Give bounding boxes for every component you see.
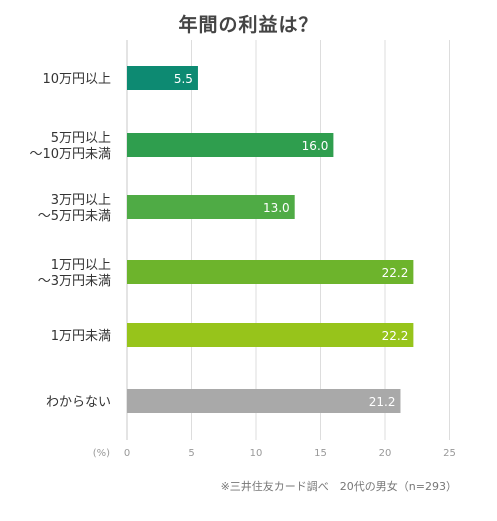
gridlines xyxy=(126,40,450,440)
bar-value-label: 13.0 xyxy=(263,201,290,215)
source-note: ※三井住友カード調べ 20代の男女（n=293） xyxy=(220,480,457,493)
bar xyxy=(127,323,414,347)
category-label: 10万円以上 xyxy=(42,72,111,87)
category-label: わからない xyxy=(46,395,111,410)
chart-title: 年間の利益は？ xyxy=(178,14,319,36)
bar-value-label: 22.2 xyxy=(382,266,409,280)
bar xyxy=(127,389,401,413)
bar-value-label: 5.5 xyxy=(174,72,193,86)
bar xyxy=(127,195,295,219)
x-axis-unit-label: (%) xyxy=(93,448,110,459)
bar-value-label: 21.2 xyxy=(369,395,396,409)
category-label: ～5万円未満 xyxy=(38,209,111,224)
bar xyxy=(127,260,414,284)
bar xyxy=(127,133,334,157)
category-labels: 10万円以上 5万円以上～10万円未満 3万円以上～5万円未満 1万円以上～3万円未満… xyxy=(29,72,111,410)
x-tick-label: 10 xyxy=(250,448,263,459)
bar-value-label: 16.0 xyxy=(302,139,329,153)
x-tick-label: 0 xyxy=(124,448,130,459)
x-tick-label: 25 xyxy=(443,448,456,459)
bars: 5.5 16.0 13.0 22.2 22.2 21.2 xyxy=(127,66,414,413)
bar-value-label: 22.2 xyxy=(382,329,409,343)
x-axis-ticks: 0 5 10 15 20 25 xyxy=(124,448,456,459)
bar xyxy=(127,66,198,90)
category-label: ～3万円未満 xyxy=(38,274,111,289)
category-label: 3万円以上 xyxy=(51,193,111,208)
x-tick-label: 20 xyxy=(379,448,392,459)
x-tick-label: 5 xyxy=(188,448,194,459)
category-label: 5万円以上 xyxy=(51,131,111,146)
x-tick-label: 15 xyxy=(314,448,327,459)
category-label: 1万円以上 xyxy=(51,258,111,273)
category-label: 1万円未満 xyxy=(51,329,111,344)
category-label: ～10万円未満 xyxy=(29,147,111,162)
